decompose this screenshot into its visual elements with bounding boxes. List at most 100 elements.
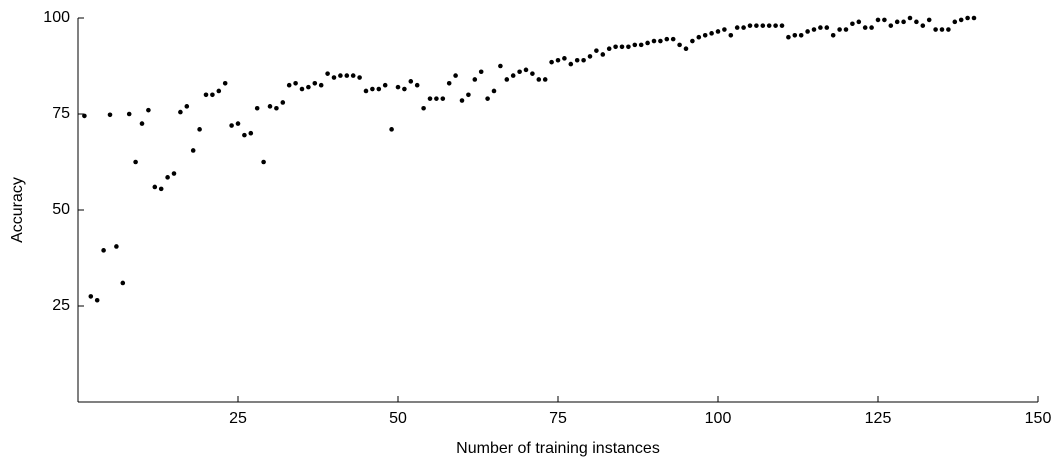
point bbox=[702, 32, 708, 38]
point bbox=[562, 56, 567, 61]
point bbox=[331, 75, 337, 80]
point bbox=[254, 105, 260, 111]
point bbox=[453, 73, 458, 78]
point bbox=[190, 148, 196, 153]
point bbox=[958, 17, 964, 23]
x-tick-label: 25 bbox=[229, 410, 247, 427]
point bbox=[690, 38, 695, 44]
point bbox=[875, 17, 881, 23]
point bbox=[235, 121, 241, 126]
point bbox=[715, 29, 721, 34]
point bbox=[440, 96, 446, 101]
point bbox=[587, 54, 593, 59]
point bbox=[414, 82, 420, 88]
point bbox=[184, 104, 190, 109]
point bbox=[376, 86, 382, 92]
x-tick-label: 150 bbox=[1025, 410, 1052, 427]
point bbox=[197, 127, 202, 132]
point bbox=[274, 105, 279, 111]
point bbox=[651, 38, 657, 44]
point bbox=[830, 32, 836, 38]
point bbox=[427, 96, 433, 101]
point bbox=[747, 23, 753, 28]
point bbox=[216, 88, 222, 94]
point bbox=[152, 184, 158, 190]
point bbox=[843, 27, 849, 32]
point bbox=[344, 73, 350, 78]
point bbox=[517, 69, 522, 75]
x-tick-label: 50 bbox=[389, 410, 407, 427]
point bbox=[824, 25, 830, 30]
point bbox=[312, 80, 318, 86]
y-tick-label: 75 bbox=[52, 105, 70, 122]
point bbox=[530, 71, 535, 76]
point bbox=[82, 113, 87, 119]
point bbox=[459, 98, 465, 103]
point bbox=[786, 34, 791, 40]
point bbox=[670, 36, 676, 42]
point bbox=[267, 104, 273, 109]
point bbox=[728, 32, 734, 38]
point bbox=[939, 27, 945, 32]
point bbox=[837, 27, 842, 32]
point bbox=[645, 40, 650, 46]
point bbox=[709, 31, 714, 36]
point bbox=[914, 19, 919, 25]
point bbox=[498, 63, 503, 69]
point bbox=[779, 23, 785, 28]
point bbox=[325, 71, 330, 76]
point bbox=[222, 80, 228, 86]
point bbox=[389, 127, 394, 132]
point bbox=[171, 171, 177, 176]
point bbox=[165, 175, 170, 180]
point bbox=[933, 27, 938, 32]
point bbox=[318, 82, 324, 88]
y-tick-label: 25 bbox=[52, 297, 70, 314]
point bbox=[555, 57, 561, 63]
point bbox=[485, 96, 490, 101]
point bbox=[293, 80, 298, 86]
point bbox=[286, 82, 292, 88]
point bbox=[408, 79, 414, 84]
point bbox=[862, 25, 868, 30]
point bbox=[677, 42, 682, 48]
point bbox=[446, 80, 452, 86]
point bbox=[773, 23, 778, 28]
point bbox=[619, 44, 625, 50]
point bbox=[466, 92, 471, 98]
point bbox=[504, 77, 510, 82]
point bbox=[395, 84, 401, 90]
point bbox=[792, 32, 798, 38]
point bbox=[248, 130, 254, 136]
point bbox=[421, 105, 426, 111]
point bbox=[370, 86, 375, 92]
point bbox=[472, 77, 478, 82]
point bbox=[754, 23, 759, 28]
x-axis-label: Number of training instances bbox=[456, 440, 660, 457]
point bbox=[613, 44, 618, 50]
point bbox=[626, 44, 631, 50]
point bbox=[594, 48, 599, 53]
point bbox=[120, 280, 126, 286]
point bbox=[869, 25, 874, 30]
point bbox=[280, 100, 286, 105]
x-tick-label: 100 bbox=[705, 410, 732, 427]
point bbox=[946, 27, 951, 32]
point bbox=[363, 88, 369, 94]
point bbox=[888, 23, 894, 28]
point bbox=[722, 27, 727, 32]
point bbox=[88, 294, 94, 299]
point bbox=[683, 46, 689, 52]
point bbox=[402, 86, 407, 92]
point bbox=[523, 67, 529, 73]
point bbox=[760, 23, 766, 28]
point bbox=[798, 32, 804, 38]
point bbox=[146, 107, 151, 113]
point bbox=[574, 57, 580, 63]
point bbox=[696, 34, 702, 40]
point bbox=[971, 15, 977, 21]
y-axis-label: Accuracy bbox=[9, 177, 26, 243]
point bbox=[107, 112, 113, 118]
point bbox=[542, 77, 548, 82]
